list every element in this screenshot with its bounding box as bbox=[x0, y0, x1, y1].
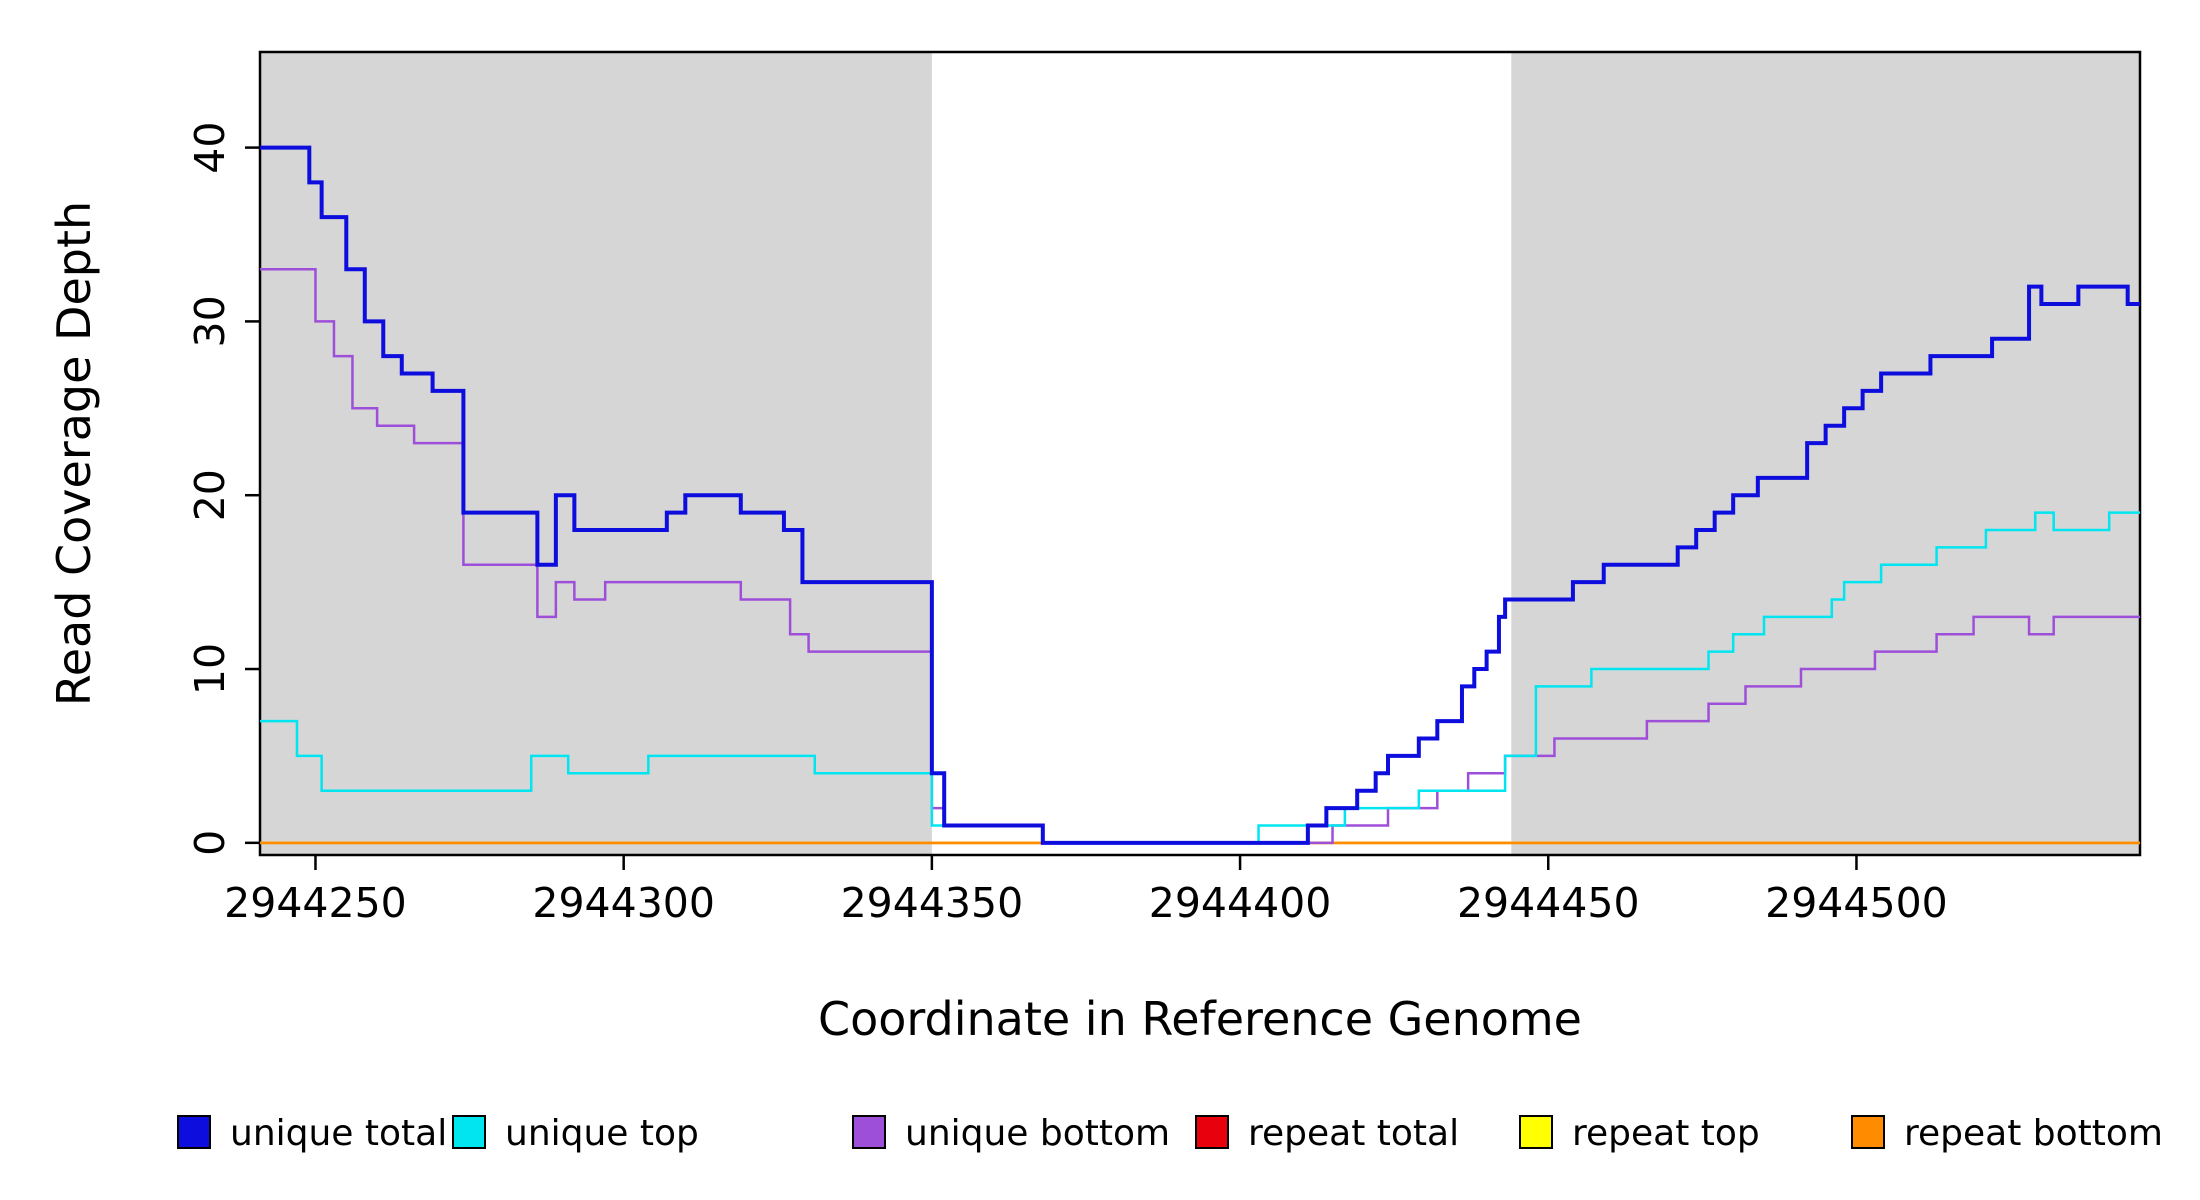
x-axis-title: Coordinate in Reference Genome bbox=[818, 992, 1582, 1046]
legend-label-repeat-top: repeat top bbox=[1572, 1113, 1760, 1154]
shaded-repeat-region-2 bbox=[1511, 52, 2140, 855]
y-tick-label: 40 bbox=[186, 122, 234, 174]
legend-label-unique-bottom: unique bottom bbox=[905, 1113, 1170, 1154]
y-tick-label: 30 bbox=[186, 295, 234, 347]
series-unique-top bbox=[260, 511, 2140, 845]
legend-label-unique-total: unique total bbox=[230, 1113, 447, 1154]
y-axis-title: Read Coverage Depth bbox=[47, 201, 101, 706]
x-tick-label: 2944450 bbox=[1457, 879, 1640, 927]
series-unique-total bbox=[260, 145, 2140, 845]
x-tick-label: 2944250 bbox=[224, 879, 407, 927]
x-tick-label: 2944400 bbox=[1149, 879, 1332, 927]
y-tick-label: 20 bbox=[186, 469, 234, 521]
legend-swatch-unique-top bbox=[452, 1115, 486, 1149]
legend-label-repeat-bottom: repeat bottom bbox=[1904, 1113, 2163, 1154]
series-unique-bottom bbox=[260, 268, 2140, 845]
legend-label-repeat-total: repeat total bbox=[1248, 1113, 1459, 1154]
x-tick-label: 2944350 bbox=[841, 879, 1024, 927]
legend-label-unique-top: unique top bbox=[505, 1113, 699, 1154]
legend-swatch-unique-bottom bbox=[852, 1115, 886, 1149]
y-tick-label: 0 bbox=[186, 830, 234, 856]
legend-swatch-repeat-total bbox=[1195, 1115, 1229, 1149]
legend-swatch-unique-total bbox=[177, 1115, 211, 1149]
plot-border bbox=[258, 50, 2142, 857]
x-tick-label: 2944500 bbox=[1765, 879, 1948, 927]
legend-swatch-repeat-bottom bbox=[1851, 1115, 1885, 1149]
y-tick-label: 10 bbox=[186, 643, 234, 695]
x-tick-label: 2944300 bbox=[532, 879, 715, 927]
shaded-repeat-region-1 bbox=[260, 52, 932, 855]
legend-swatch-repeat-top bbox=[1519, 1115, 1553, 1149]
